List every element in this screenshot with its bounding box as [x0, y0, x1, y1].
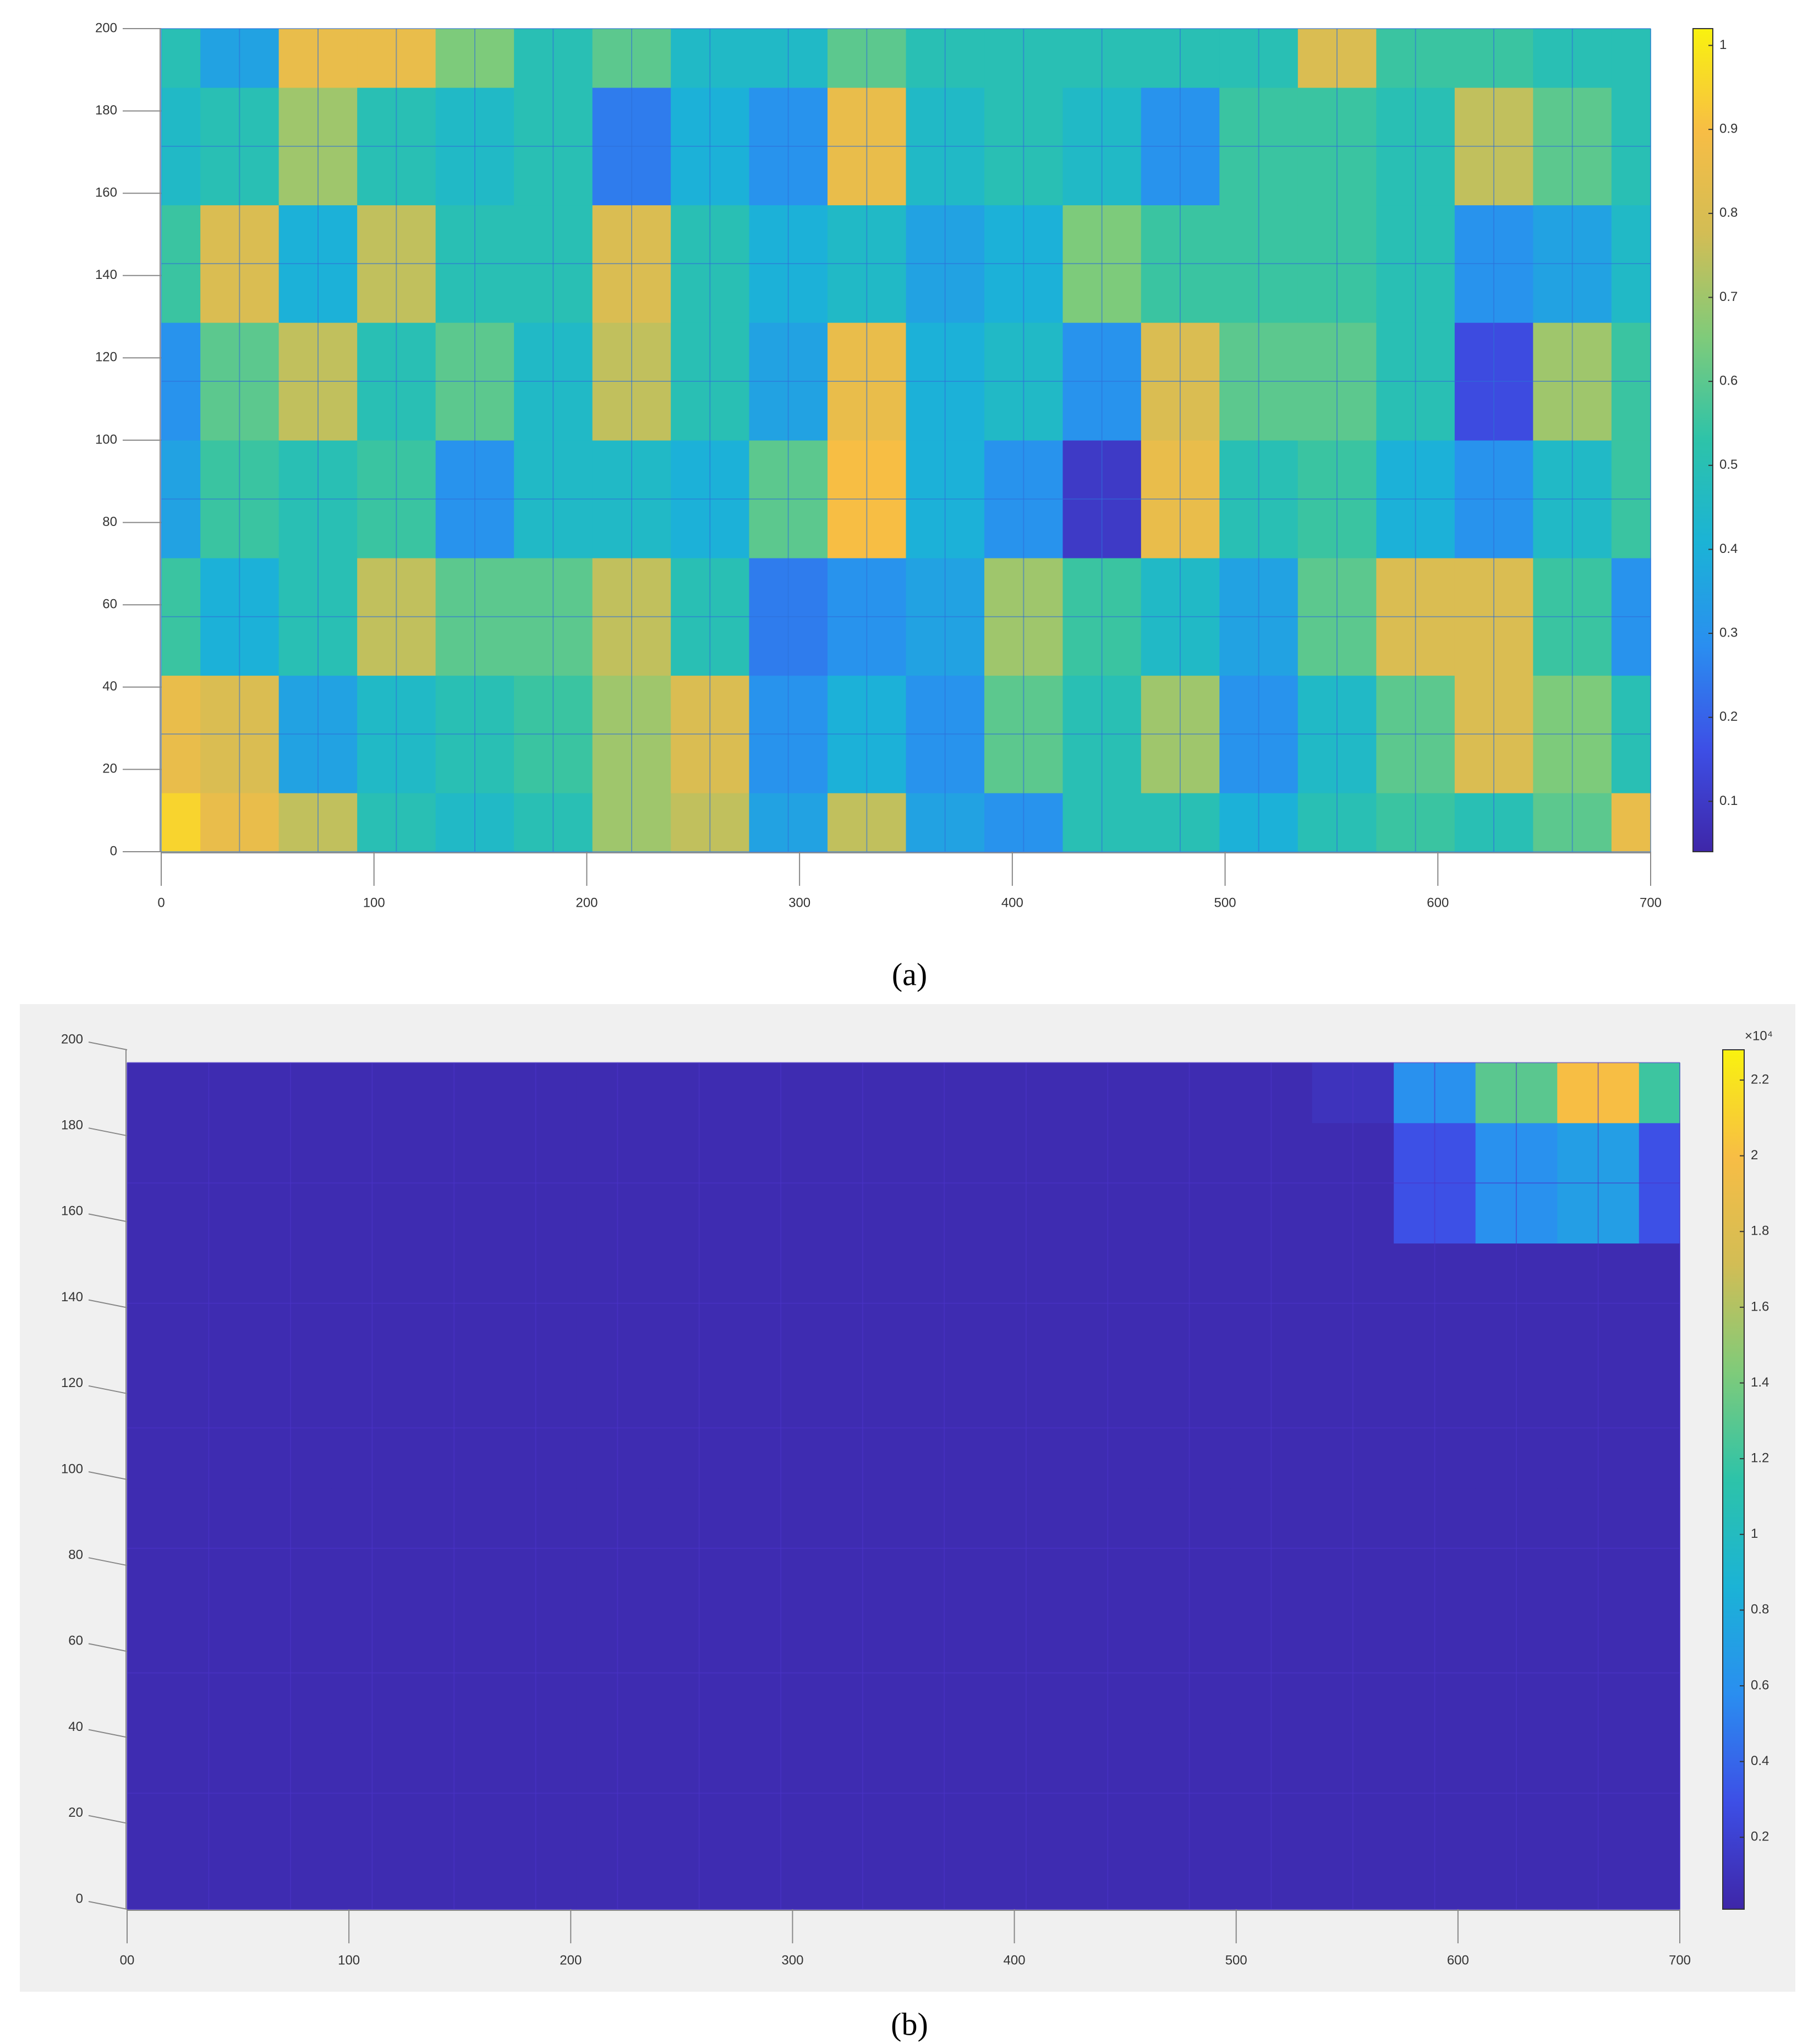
y-tick-label: 60 [102, 597, 117, 612]
y-tick [88, 1815, 128, 1824]
y-tick-label: 0 [110, 843, 117, 858]
x-tick-label: 700 [1669, 1953, 1691, 1968]
colorbar-tick-label: 1.2 [1751, 1450, 1769, 1465]
x-tick-label: 100 [338, 1953, 360, 1968]
y-tick-label: 40 [68, 1719, 83, 1734]
y-tick-label: 100 [61, 1461, 83, 1476]
colorbar-tick-label: 0.9 [1719, 122, 1738, 136]
colorbar-tick-label: 1.4 [1751, 1375, 1769, 1390]
x-tick-label: 200 [560, 1953, 582, 1968]
y-tick [88, 1729, 128, 1738]
y-tick [88, 1042, 128, 1050]
y-tick-label: 20 [68, 1805, 83, 1820]
colorbar [1722, 1049, 1745, 1910]
cell [127, 1851, 168, 1910]
x-tick-label: 400 [1001, 895, 1023, 910]
cell [127, 1488, 168, 1611]
y-tick-label: 80 [102, 514, 117, 529]
y-tick [88, 1471, 128, 1480]
x-tick-label: 400 [1004, 1953, 1026, 1968]
colorbar-tick-label: 2 [1751, 1148, 1758, 1163]
colorbar-tick-label: 0.2 [1751, 1829, 1769, 1844]
y-tick-label: 200 [95, 20, 117, 35]
x-tick-label: 600 [1427, 895, 1449, 910]
y-tick [88, 1557, 128, 1566]
colorbar-exponent: ×10⁴ [1745, 1028, 1773, 1043]
cell [1639, 1243, 1680, 1366]
x-tick-label: 300 [788, 895, 810, 910]
y-tick-label: 140 [95, 267, 117, 282]
y-tick-label: 120 [61, 1376, 83, 1390]
cell [1639, 1488, 1680, 1611]
colorbar-tick-label: 0.2 [1719, 709, 1738, 724]
colorbar [1692, 28, 1713, 852]
colorbar-tick-label: 0.4 [1751, 1753, 1769, 1768]
x-tick-label: 600 [1447, 1953, 1469, 1968]
y-tick-label: 200 [61, 1032, 83, 1046]
y-tick [88, 1385, 128, 1394]
colorbar-tick-label: 0.6 [1719, 373, 1738, 388]
y-tick-label: 60 [68, 1634, 83, 1648]
caption: (b) [891, 2006, 928, 2042]
y-tick [88, 1643, 128, 1652]
cell [1639, 1062, 1680, 1124]
x-tick-label: 700 [1640, 895, 1662, 910]
cell [1639, 1851, 1680, 1910]
colorbar-tick-label: 0.3 [1719, 625, 1738, 640]
x-tick-label: 500 [1225, 1953, 1247, 1968]
x-tick-label: 00 [120, 1953, 135, 1968]
y-tick [88, 1299, 128, 1308]
x-tick-label: 0 [157, 895, 165, 910]
x-tick-label: 200 [576, 895, 598, 910]
y-tick-label: 180 [61, 1118, 83, 1133]
y-tick-label: 20 [102, 761, 117, 776]
y-tick-label: 180 [95, 103, 117, 118]
y-tick-label: 160 [61, 1204, 83, 1219]
cell [127, 1733, 168, 1852]
colorbar-tick-label: 2.2 [1751, 1072, 1769, 1087]
cell [1639, 1366, 1680, 1489]
cell [1611, 793, 1651, 852]
colorbar-tick-label: 0.8 [1719, 205, 1738, 220]
x-tick-label: 500 [1214, 895, 1236, 910]
y-tick [88, 1127, 128, 1137]
y-tick-label: 40 [102, 679, 117, 694]
y-tick [88, 1901, 128, 1910]
y-tick-label: 80 [68, 1548, 83, 1563]
cell [127, 1062, 168, 1124]
colorbar-tick-label: 0.6 [1751, 1678, 1769, 1692]
cell [161, 793, 201, 852]
y-tick-label: 100 [95, 432, 117, 447]
colorbar-tick-label: 0.8 [1751, 1602, 1769, 1617]
cell [161, 29, 201, 88]
colorbar-tick-label: 0.5 [1719, 457, 1738, 472]
y-tick-label: 120 [95, 350, 117, 365]
y-tick-label: 140 [61, 1290, 83, 1305]
colorbar-tick-label: 1 [1719, 37, 1727, 52]
x-tick-label: 100 [363, 895, 385, 910]
colorbar-tick-label: 0.7 [1719, 289, 1738, 304]
cell [1639, 1733, 1680, 1852]
cell [127, 1243, 168, 1366]
cell [1639, 1610, 1680, 1734]
colorbar-tick-label: 1 [1751, 1526, 1758, 1541]
colorbar-tick-label: 0.1 [1719, 793, 1738, 808]
y-tick [88, 1213, 128, 1223]
colorbar-tick-label: 0.4 [1719, 541, 1738, 556]
y-tick-label: 160 [95, 185, 117, 200]
x-tick-label: 300 [781, 1953, 803, 1968]
cell [127, 1610, 168, 1734]
colorbar-tick-label: 1.8 [1751, 1224, 1769, 1239]
cell [127, 1366, 168, 1489]
cell [1611, 29, 1651, 88]
y-tick-label: 0 [76, 1891, 83, 1906]
caption: (a) [892, 956, 927, 992]
colorbar-tick-label: 1.6 [1751, 1299, 1769, 1314]
